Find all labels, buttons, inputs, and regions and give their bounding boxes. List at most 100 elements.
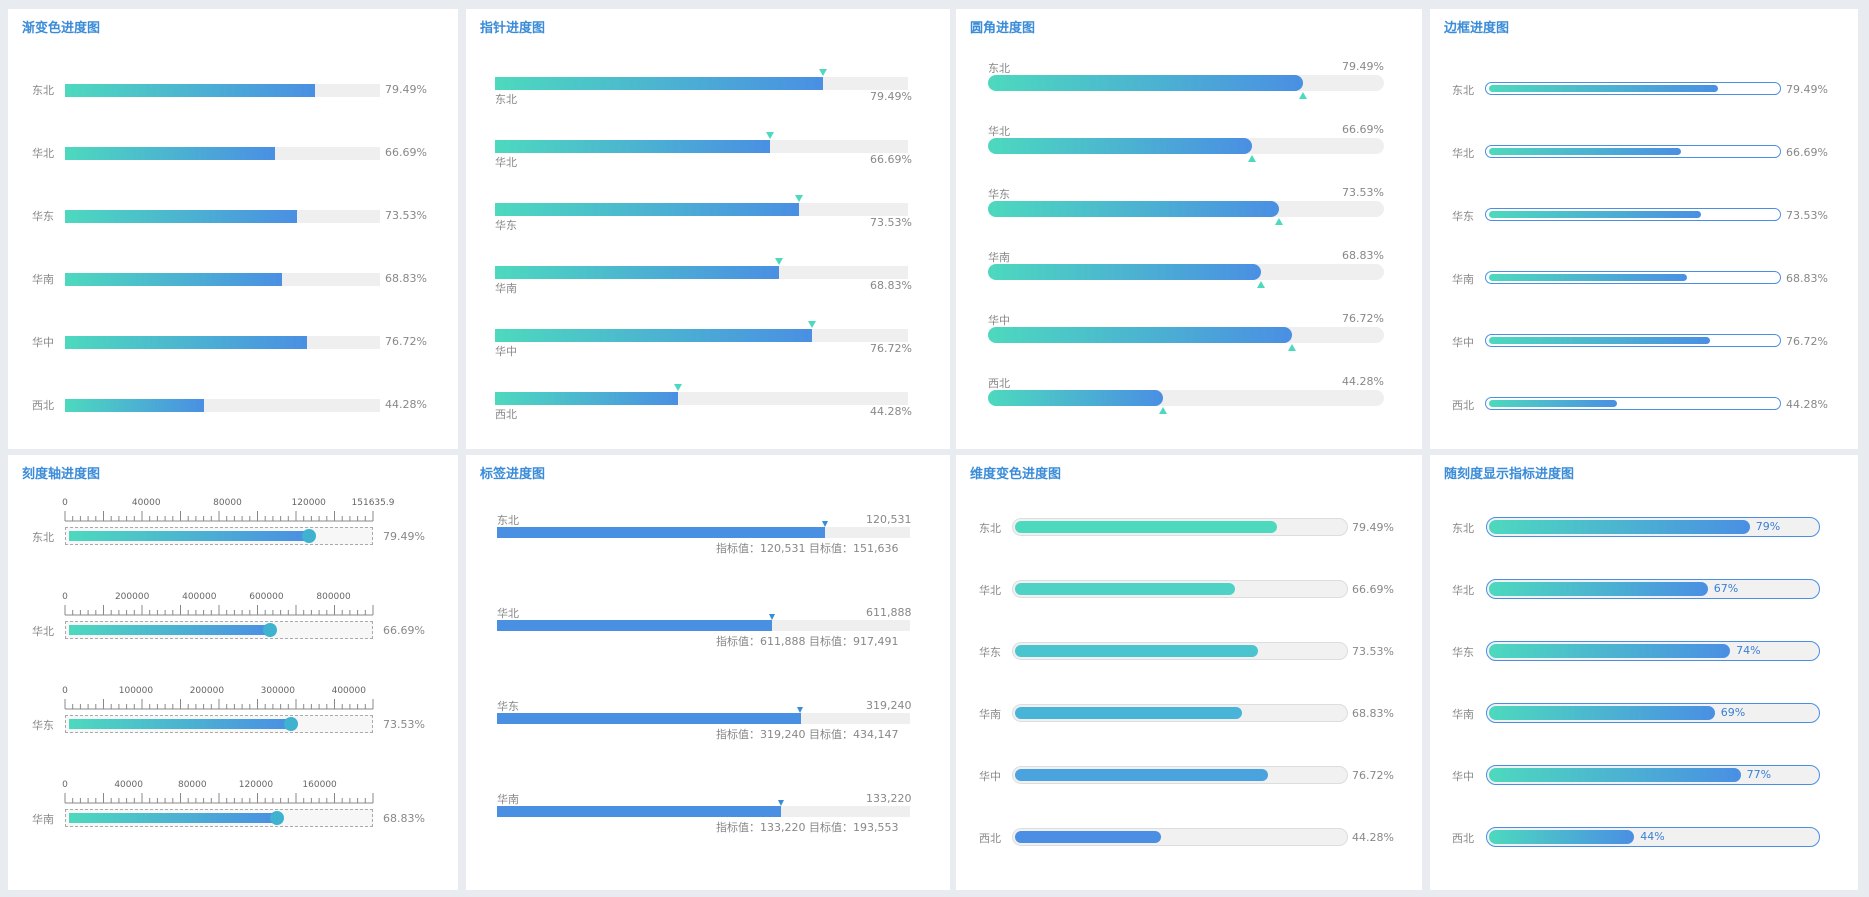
percent-label: 44.28% [1352, 831, 1394, 844]
percent-label: 73.53% [1786, 209, 1828, 222]
percent-label: 73.53% [1352, 645, 1394, 658]
progress-track [495, 266, 908, 279]
panel-dimension: 维度变色进度图 东北 79.49% 华北 66.69% 华东 73.53% 华南 68.83%… [956, 455, 1422, 890]
percent-label: 79.49% [1342, 60, 1384, 73]
category-label: 华东 [979, 646, 1001, 659]
percent-label: 79.49% [870, 90, 912, 103]
progress-border [1012, 704, 1348, 722]
progress-track [497, 713, 910, 724]
progress-track [497, 527, 910, 538]
category-label: 华南 [979, 708, 1001, 721]
tick-label: 200000 [190, 686, 225, 696]
pointer-marker [1159, 407, 1168, 414]
panel-rounded: 圆角进度图 东北 79.49% 华北 66.69% 华东 73.53% 华南 68.83% 华中… [956, 9, 1422, 449]
tick-label: 0 [62, 592, 68, 602]
percent-label: 76.72% [1342, 312, 1384, 325]
pointer-marker [807, 321, 816, 328]
percent-label: 68.83% [870, 279, 912, 292]
progress-frame [65, 809, 373, 827]
progress-track [1489, 274, 1777, 281]
percent-label: 44.28% [385, 398, 427, 411]
category-label: 华东 [1452, 210, 1474, 223]
tick-label: 400000 [332, 686, 367, 696]
percent-label: 79.49% [383, 530, 425, 543]
progress-bar [1489, 520, 1750, 534]
progress-bar [1015, 707, 1243, 719]
percent-label: 73.53% [870, 216, 912, 229]
tick-label: 151635.9 [352, 498, 395, 508]
progress-track [65, 147, 380, 160]
percent-label: 73.53% [385, 209, 427, 222]
progress-border [1012, 580, 1348, 598]
percent-label: 68.83% [1352, 707, 1394, 720]
pointer-marker [775, 258, 784, 265]
category-label: 华中 [988, 314, 1010, 327]
value-label: 133,220 [866, 792, 912, 805]
progress-bar [495, 140, 771, 153]
progress-bar [65, 336, 307, 349]
panel-scale: 刻度轴进度图 0 40000 80000 120000 151635.9 东北 79.49%… [8, 455, 458, 890]
panel-pointer: 指针进度图 东北 79.49% 华北 66.69% 华东 73.53% 华南 68.83% 华中… [466, 9, 950, 449]
progress-bar [1489, 768, 1741, 782]
scale-axis: 0 100000 200000 300000 400000 [62, 686, 374, 710]
percent-label: 44.28% [1342, 375, 1384, 388]
progress-bar [1015, 831, 1162, 843]
percent-label: 66.69% [1342, 123, 1384, 136]
progress-border [1485, 145, 1781, 158]
progress-border [1485, 82, 1781, 95]
category-label: 华中 [1452, 770, 1474, 783]
progress-track [495, 140, 908, 153]
progress-bar [65, 399, 205, 412]
category-label: 华中 [1452, 336, 1474, 349]
progress-track [1489, 400, 1777, 407]
category-label: 东北 [988, 62, 1010, 75]
progress-bar [69, 719, 292, 729]
tick-label: 80000 [213, 498, 242, 508]
progress-track [1489, 148, 1777, 155]
progress-bar [988, 264, 1261, 280]
progress-border: 44% [1486, 827, 1820, 847]
category-label: 华东 [32, 719, 54, 732]
progress-frame [65, 527, 373, 545]
category-label: 华中 [495, 345, 517, 358]
category-label: 华北 [988, 125, 1010, 138]
value-label: 67% [1713, 582, 1739, 595]
tick-label: 40000 [114, 780, 143, 790]
category-label: 华南 [497, 793, 519, 806]
progress-track [1489, 85, 1777, 92]
progress-track [495, 392, 908, 405]
percent-label: 76.72% [870, 342, 912, 355]
percent-label: 79.49% [1352, 521, 1394, 534]
progress-track [65, 399, 380, 412]
category-label: 华南 [1452, 708, 1474, 721]
percent-label: 66.69% [870, 153, 912, 166]
category-label: 华北 [1452, 147, 1474, 160]
panel-title: 标签进度图 [480, 467, 546, 482]
progress-frame [65, 621, 373, 639]
detail-label: 指标值：319,240 目标值：434,147 [716, 728, 899, 741]
tick-label: 0 [62, 686, 68, 696]
category-label: 华东 [1452, 646, 1474, 659]
percent-label: 68.83% [1342, 249, 1384, 262]
progress-bar [1015, 645, 1258, 657]
category-label: 西北 [979, 832, 1001, 845]
percent-label: 44.28% [1786, 398, 1828, 411]
percent-label: 68.83% [385, 272, 427, 285]
category-label: 东北 [979, 522, 1001, 535]
tick-label: 120000 [292, 498, 327, 508]
tick-label: 300000 [261, 686, 296, 696]
tick-label: 0 [62, 780, 68, 790]
progress-track [988, 138, 1384, 154]
progress-bar [69, 625, 271, 635]
progress-bar [69, 813, 277, 823]
progress-border [1485, 397, 1781, 410]
progress-bar [1489, 337, 1710, 344]
category-label: 东北 [497, 514, 519, 527]
progress-bar [1489, 830, 1635, 844]
progress-track [65, 210, 380, 223]
progress-bar [1489, 211, 1701, 218]
progress-border: 69% [1486, 703, 1820, 723]
progress-bar [495, 329, 812, 342]
tick-label: 0 [62, 498, 68, 508]
value-label: 69% [1720, 706, 1746, 719]
